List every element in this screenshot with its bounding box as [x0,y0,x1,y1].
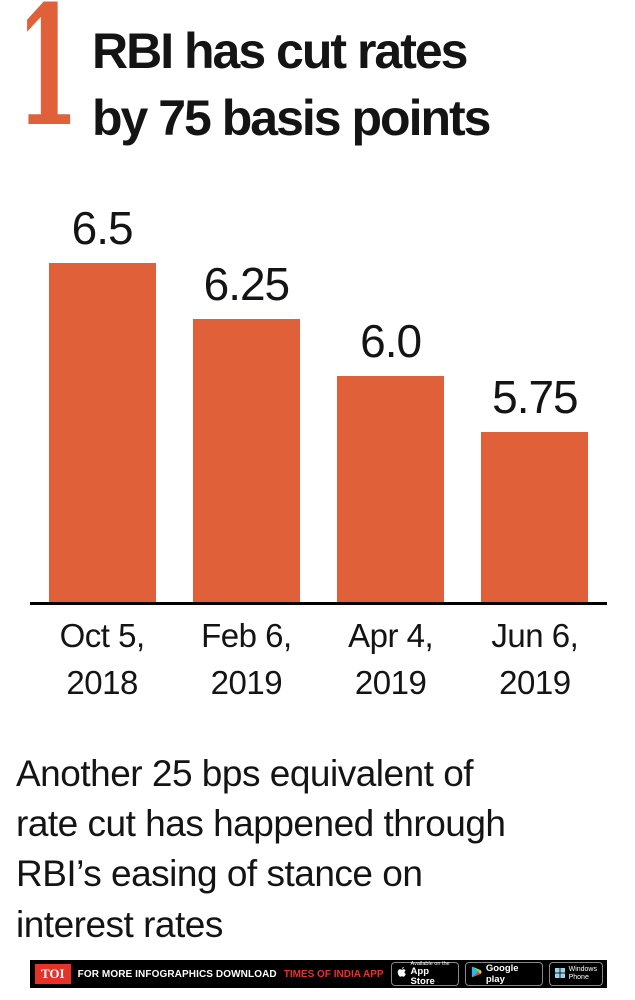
apple-icon [397,965,407,983]
google-play-badge-label: Google play [485,963,519,985]
footer-line: RBI’s easing of stance on [16,853,423,895]
toi-logo: TOI [35,964,71,984]
strip-highlight-text: TIMES OF INDIA APP [283,968,384,980]
x-axis-label: Jun 6, 2019 [491,616,579,701]
strip-text: FOR MORE INFOGRAPHICS DOWNLOAD [77,968,277,980]
index-number-wrap: 1 [16,0,80,149]
bar-value-label: 5.75 [492,371,579,423]
app-store-badge-label: App Store [410,965,435,988]
windows-phone-badge-line2: Phone [568,974,589,981]
windows-phone-badge-line1: Windows [568,965,597,973]
bar-value-label: 6.25 [203,258,291,310]
bar-column: 6.5 [30,202,174,602]
x-axis-label: Oct 5, 2018 [59,616,146,701]
bar-value-label: 6.5 [71,202,134,254]
x-axis-label: Feb 6, 2019 [201,616,292,701]
x-axis-line [30,601,607,605]
store-badges: Available on the App Store Google play [390,961,603,988]
google-play-badge[interactable]: Google play [464,962,543,986]
bar [192,318,300,602]
windows-phone-badge[interactable]: Windows Phone [548,962,603,986]
footer-line: interest rates [16,903,223,945]
app-store-badge-text: Available on the App Store [411,961,453,988]
footer-note: Another 25 bps equivalent of rate cut ha… [16,749,615,950]
bar [481,431,589,602]
footer-line: Another 25 bps equivalent of [16,752,474,794]
title-block: RBI has cut rates by 75 basis points [92,14,491,152]
windows-phone-badge-text: Windows Phone [569,966,597,982]
google-play-icon [471,965,482,983]
bar-column: 5.75 [463,371,607,602]
index-number: 1 [16,0,80,163]
bar [48,262,156,602]
repo-rate-bar-chart: 6.5 6.25 6.0 5.75 Oct 5, 2018 Feb 6, 2019 Apr 4… [30,202,607,707]
bar-column: 6.25 [174,258,318,602]
bar [337,375,445,602]
bar-column: 6.0 [319,315,463,602]
x-axis-labels: Oct 5, 2018 Feb 6, 2019 Apr 4, 2019 Jun 6, 2019 [30,613,607,707]
page-title-line2: by 75 basis points [92,90,491,146]
header: 1 RBI has cut rates by 75 basis points [0,0,635,152]
app-store-badge[interactable]: Available on the App Store [390,961,459,988]
windows-icon [554,965,565,983]
bar-value-label: 6.0 [360,315,422,367]
page-title-line1: RBI has cut rates [92,23,468,79]
bars-row: 6.5 6.25 6.0 5.75 [30,202,607,602]
app-store-badge-tagline: Available on the [410,960,450,967]
x-axis-label: Apr 4, 2019 [348,616,434,701]
footer-line: rate cut has happened through [16,802,506,844]
bottom-strip: TOI FOR MORE INFOGRAPHICS DOWNLOAD TIMES… [30,960,607,988]
